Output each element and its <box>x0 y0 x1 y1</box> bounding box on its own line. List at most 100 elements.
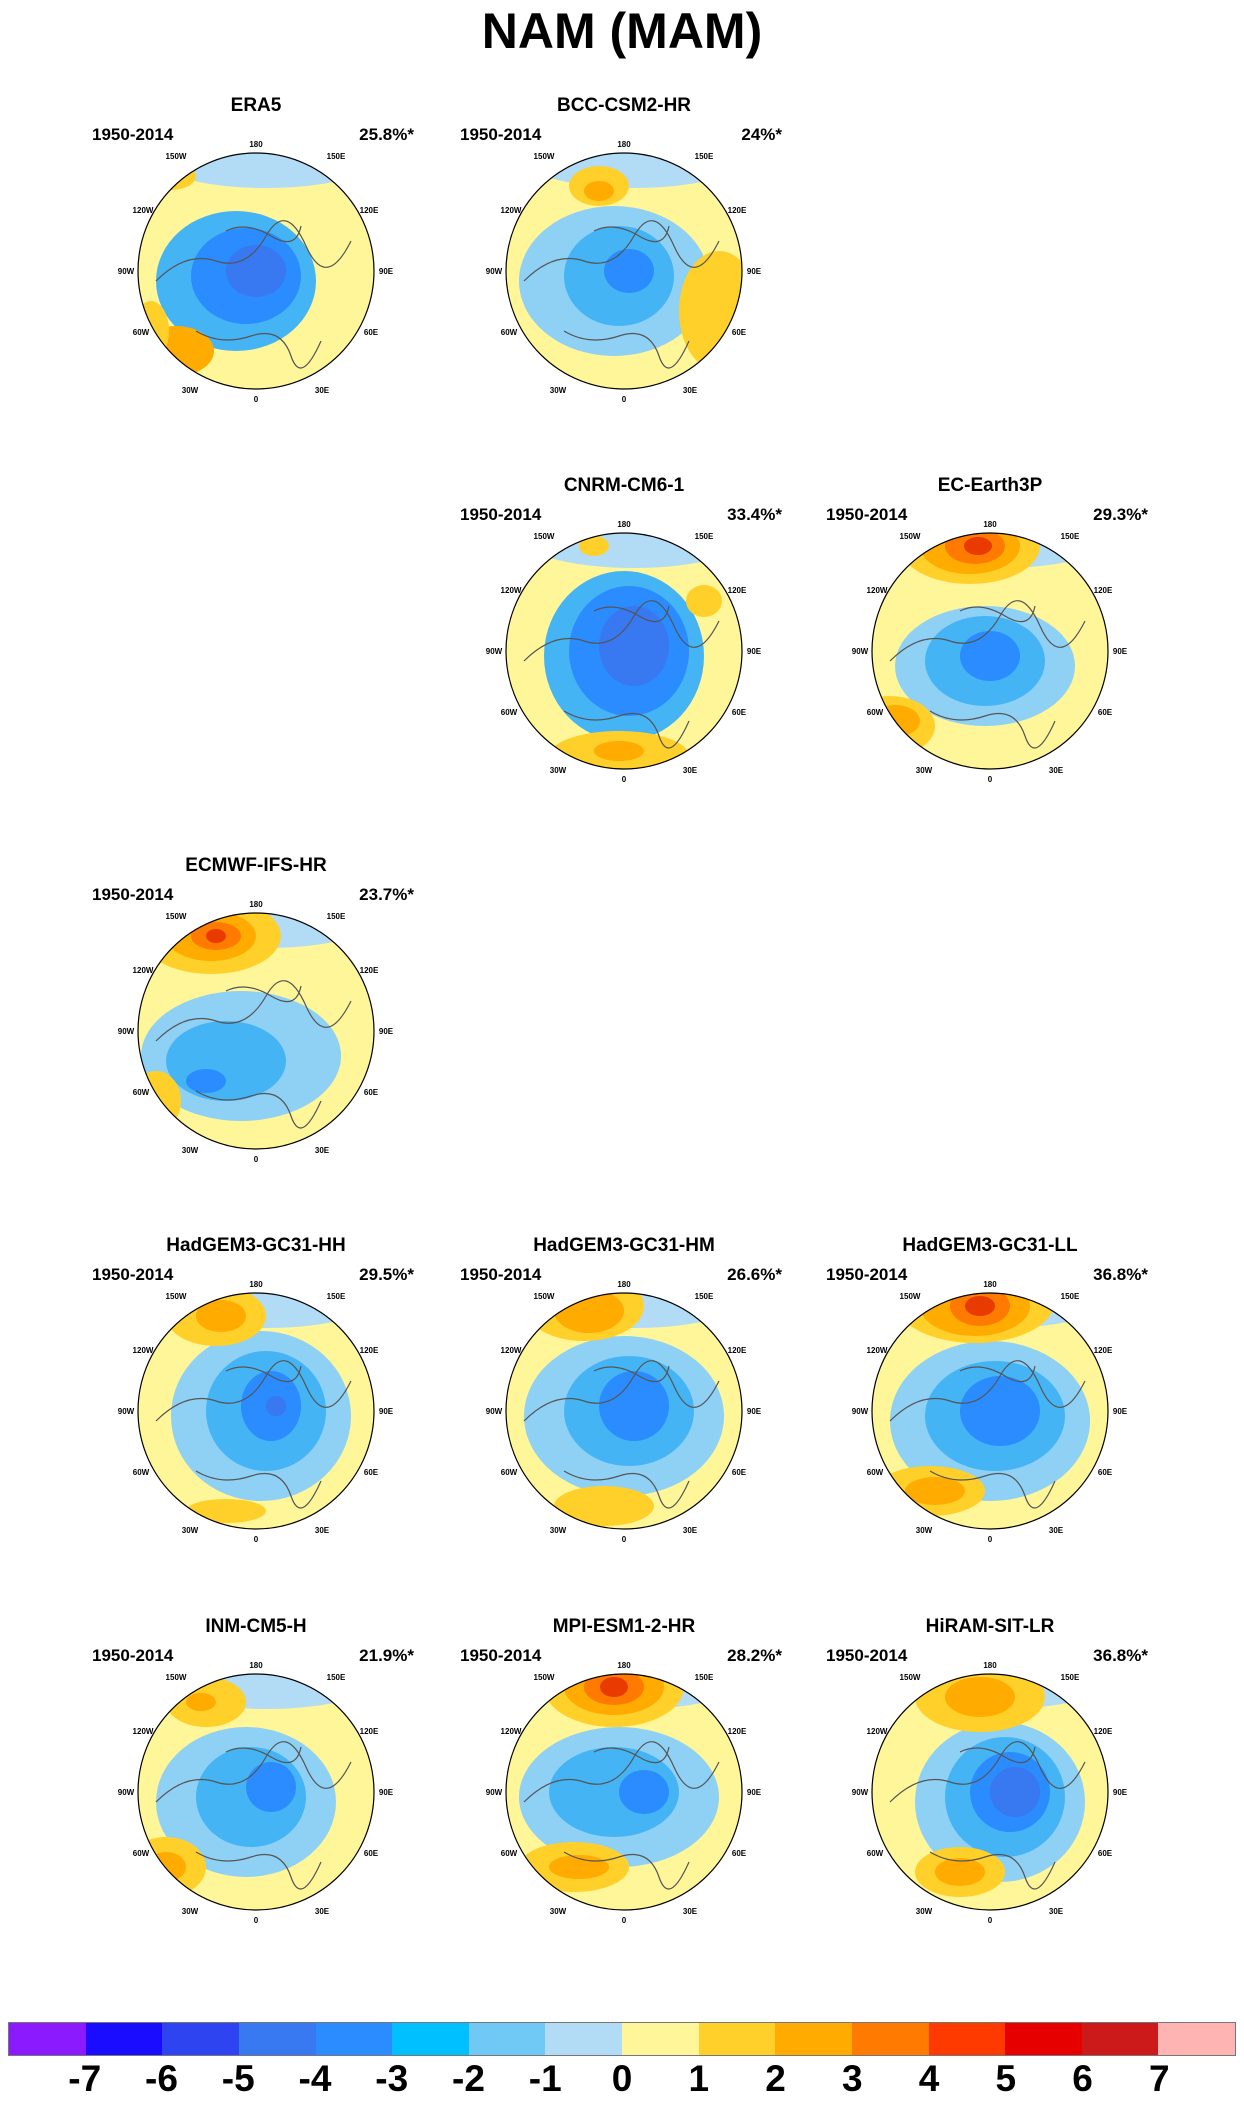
colorbar-box <box>1005 2023 1082 2055</box>
longitude-label: 150W <box>166 912 187 921</box>
longitude-label: 120W <box>501 206 522 215</box>
longitude-label: 0 <box>988 1535 993 1544</box>
longitude-label: 90E <box>1113 1788 1128 1797</box>
colorbar-labels: -7 -6 -5 -4 -3 -2 -1 0 1 2 3 4 5 6 7 <box>8 2058 1236 2106</box>
map-panel: HadGEM3-GC31-HM 1950-2014 26.6%* 180 0 150W 15… <box>454 1235 794 1615</box>
panel-period: 1950-2014 <box>460 1265 542 1284</box>
longitude-label: 120W <box>867 1727 888 1736</box>
longitude-label: 60W <box>133 1849 150 1858</box>
longitude-label: 120E <box>1094 1346 1113 1355</box>
longitude-label: 120W <box>867 586 888 595</box>
longitude-label: 90W <box>852 1788 869 1797</box>
map-panel: HiRAM-SIT-LR 1950-2014 36.8%* 180 0 150W 150E 1… <box>820 1616 1160 1996</box>
map-border <box>871 532 1109 770</box>
map-border <box>137 1292 375 1530</box>
longitude-label: 150E <box>695 1292 714 1301</box>
longitude-label: 30W <box>182 1146 199 1155</box>
panel-title: ECMWF-IFS-HR <box>185 855 327 876</box>
colorbar-tick-label: -2 <box>452 2058 485 2099</box>
longitude-label: 90E <box>747 1788 762 1797</box>
longitude-label: 120E <box>360 1727 379 1736</box>
panel-period: 1950-2014 <box>460 505 542 524</box>
longitude-label: 150W <box>534 532 555 541</box>
longitude-label: 60W <box>867 1849 884 1858</box>
map-field <box>506 153 742 389</box>
colorbar-tick-label: 4 <box>918 2058 940 2099</box>
map-panel: EC-Earth3P 1950-2014 29.3%* 180 0 150W 150E 120… <box>820 475 1160 855</box>
map-panel: INM-CM5-H 1950-2014 21.9%* 180 0 150W 150E 120W… <box>86 1616 426 1996</box>
colorbar-box <box>775 2023 852 2055</box>
longitude-label: 120E <box>728 206 747 215</box>
longitude-label: 60E <box>732 1468 747 1477</box>
longitude-label: 120E <box>360 1346 379 1355</box>
map-contour <box>935 1858 985 1886</box>
colorbar-box <box>928 2023 1006 2055</box>
longitude-label: 60W <box>133 328 150 337</box>
map-contour <box>964 537 992 555</box>
map-contour <box>549 1747 679 1837</box>
colorbar-box <box>698 2023 776 2055</box>
map-contour <box>138 1071 181 1131</box>
longitude-label: 120W <box>501 586 522 595</box>
panel-percent: 23.7%* <box>359 885 414 904</box>
map-contour <box>960 1376 1040 1446</box>
map-contour <box>146 1852 186 1882</box>
longitude-label: 30W <box>182 1526 199 1535</box>
map-contour <box>945 1677 1015 1717</box>
longitude-label: 60E <box>1098 1849 1113 1858</box>
colorbar-box <box>392 2023 469 2055</box>
longitude-label: 120E <box>728 1727 747 1736</box>
colorbar-box <box>85 2023 163 2055</box>
longitude-label: 90E <box>379 1027 394 1036</box>
map-contour <box>196 1300 246 1332</box>
longitude-label: 30E <box>683 1526 698 1535</box>
longitude-label: 60W <box>501 708 518 717</box>
longitude-label: 120W <box>133 1727 154 1736</box>
longitude-label: 60E <box>364 328 379 337</box>
map-contour <box>186 1499 266 1523</box>
panel-percent: 26.6%* <box>727 1265 782 1284</box>
longitude-label: 30W <box>916 766 933 775</box>
coastline <box>523 220 720 369</box>
longitude-label: 90W <box>118 1027 135 1036</box>
longitude-label: 90E <box>747 267 762 276</box>
longitude-label: 60E <box>364 1088 379 1097</box>
longitude-label: 60W <box>133 1088 150 1097</box>
longitude-label: 120E <box>728 586 747 595</box>
longitude-label: 60W <box>501 1849 518 1858</box>
longitude-label: 120W <box>867 1346 888 1355</box>
polar-map: 180 0 150W 150E 120W 120E 90W 90E 60W 60E 30W 30E <box>118 140 394 404</box>
map-field <box>506 533 742 769</box>
longitude-label: 60W <box>501 328 518 337</box>
longitude-label: 120E <box>360 966 379 975</box>
longitude-label: 120E <box>1094 1727 1113 1736</box>
longitude-label: 60E <box>1098 1468 1113 1477</box>
longitude-label: 30W <box>916 1526 933 1535</box>
panel-title: EC-Earth3P <box>937 475 1043 496</box>
longitude-label: 60E <box>732 328 747 337</box>
longitude-label: 0 <box>254 1916 259 1925</box>
panel-title: MPI-ESM1-2-HR <box>552 1616 696 1637</box>
polar-map: 180 0 150W 150E 120W 120E 90W 90E 60W 60E 30W 30E <box>852 1661 1128 1925</box>
panel-percent: 24%* <box>741 125 782 144</box>
longitude-label: 90E <box>747 647 762 656</box>
longitude-label: 180 <box>617 1661 631 1670</box>
longitude-label: 120E <box>728 1346 747 1355</box>
panel-percent: 36.8%* <box>1093 1265 1148 1284</box>
map-border <box>505 1292 743 1530</box>
panel-period: 1950-2014 <box>92 1265 174 1284</box>
colorbar-tick-label: -3 <box>375 2058 409 2099</box>
colorbar-box <box>1081 2023 1159 2055</box>
longitude-label: 150E <box>327 152 346 161</box>
map-contour <box>186 1693 216 1711</box>
coastline <box>155 1360 352 1509</box>
longitude-label: 60E <box>732 1849 747 1858</box>
map-field <box>138 153 374 389</box>
panel-period: 1950-2014 <box>826 1646 908 1665</box>
panel-period: 1950-2014 <box>460 1646 542 1665</box>
colorbar-tick-label: -6 <box>145 2058 178 2099</box>
map-contour <box>686 585 722 617</box>
longitude-label: 90E <box>1113 647 1128 656</box>
longitude-label: 150E <box>695 1673 714 1682</box>
polar-map: 180 0 150W 150E 120W 120E 90W 90E 60W 60E 30W 30E <box>486 1280 762 1544</box>
